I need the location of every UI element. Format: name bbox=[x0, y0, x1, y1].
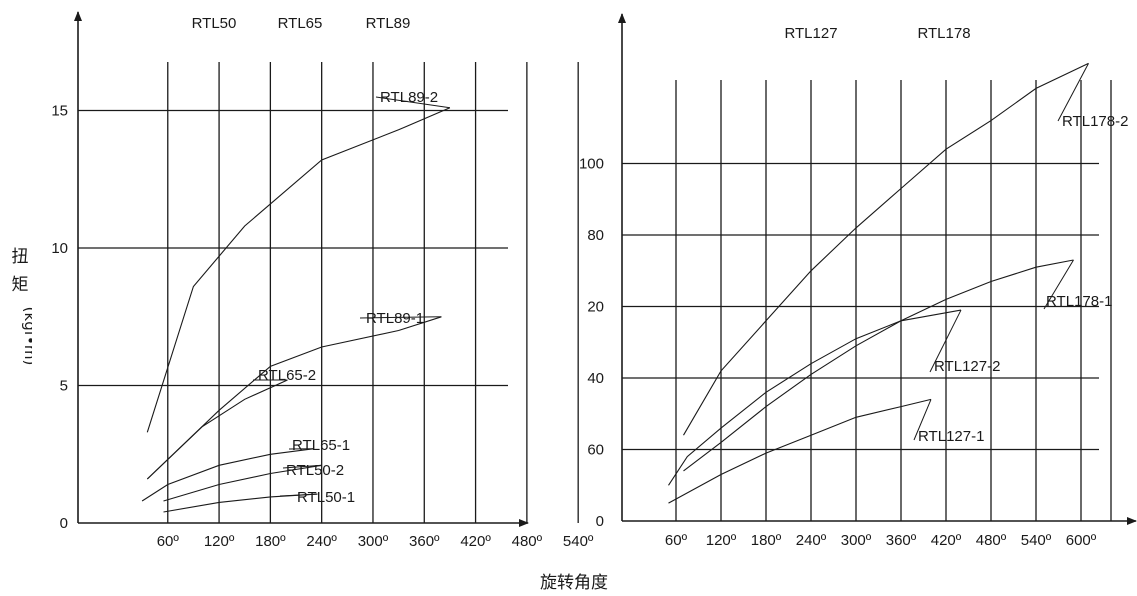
y-axis-unit: (kgf•m) bbox=[21, 307, 32, 366]
right-x-tick-label: 300º bbox=[841, 532, 872, 549]
left-header-label: RTL65 bbox=[278, 15, 323, 32]
left-x-tick-label: 240º bbox=[306, 533, 337, 550]
left-series-line bbox=[146, 379, 288, 480]
y-axis-unit-wrapper: (kgf•m) bbox=[21, 307, 32, 366]
y-axis-label-char-1: 扭 bbox=[11, 247, 29, 267]
left-x-tick-label: 420º bbox=[460, 533, 491, 550]
right-y-tick-label: 40 bbox=[587, 370, 604, 387]
right-series-label: RTL127-2 bbox=[934, 358, 1000, 375]
left-x-tick-label: 60º bbox=[157, 533, 180, 550]
left-y-tick-label: 15 bbox=[51, 103, 68, 120]
right-series-label: RTL127-1 bbox=[918, 428, 984, 445]
left-series-leader bbox=[375, 96, 450, 109]
left-series-leader bbox=[279, 493, 318, 497]
left-series-label: RTL65-2 bbox=[258, 367, 316, 384]
right-series-line bbox=[683, 259, 1074, 472]
left-x-tick-label: 480º bbox=[512, 533, 543, 550]
left-series-leader bbox=[282, 464, 322, 469]
left-series-line bbox=[146, 316, 442, 480]
right-series-leader bbox=[1057, 63, 1089, 122]
right-x-tick-label: 540º bbox=[1021, 532, 1052, 549]
right-series-line bbox=[668, 398, 932, 504]
right-series-label: RTL178-2 bbox=[1062, 113, 1128, 130]
right-y-tick-label: 60 bbox=[587, 442, 604, 459]
left-series-label: RTL89-1 bbox=[366, 310, 424, 327]
left-series-line bbox=[163, 464, 322, 502]
right-series-leader bbox=[929, 309, 962, 373]
right-x-tick-label: 60º bbox=[665, 532, 688, 549]
left-header-label: RTL89 bbox=[366, 15, 411, 32]
right-x-tick-label: 240º bbox=[796, 532, 827, 549]
left-series-line bbox=[141, 448, 314, 502]
left-series-label: RTL50-2 bbox=[286, 462, 344, 479]
y-axis-label-char-2: 矩 bbox=[11, 275, 29, 295]
left-header-label: RTL50 bbox=[192, 15, 237, 32]
left-series-line bbox=[163, 493, 318, 513]
right-series-leader bbox=[913, 399, 932, 441]
right-chart: 60º 120º 180º 240º 300º 360º 420º 480º 540º 600º 0… bbox=[579, 13, 1137, 549]
right-x-tick-label: 600º bbox=[1066, 532, 1097, 549]
right-x-tick-label: 360º bbox=[886, 532, 917, 549]
right-x-tick-label: 180º bbox=[751, 532, 782, 549]
right-header-label: RTL127 bbox=[784, 25, 837, 42]
right-x-tick-label: 120º bbox=[706, 532, 737, 549]
right-y-tick-label: 80 bbox=[587, 227, 604, 244]
left-x-tick-label: 300º bbox=[358, 533, 389, 550]
x-axis-label: 旋转角度 bbox=[540, 573, 608, 593]
left-chart: 60º 120º 180º 240º 300º 360º 420º 480º 540º 0 5 10 1… bbox=[51, 11, 594, 550]
right-header-label: RTL178 bbox=[917, 25, 970, 42]
left-x-tick-label: 540º bbox=[563, 533, 594, 550]
left-x-tick-label: 360º bbox=[409, 533, 440, 550]
left-series-label: RTL89-2 bbox=[380, 89, 438, 106]
right-y-tick-label: 100 bbox=[579, 156, 604, 173]
right-x-tick-label: 480º bbox=[976, 532, 1007, 549]
right-series-leader bbox=[1043, 259, 1074, 310]
right-y-tick-label: 0 bbox=[596, 513, 604, 530]
left-series-label: RTL65-1 bbox=[292, 437, 350, 454]
left-series-label: RTL50-1 bbox=[297, 489, 355, 506]
right-series-line bbox=[683, 62, 1089, 436]
left-x-tick-label: 120º bbox=[204, 533, 235, 550]
left-y-tick-label: 0 bbox=[60, 515, 68, 532]
right-series-label: RTL178-1 bbox=[1046, 293, 1112, 310]
left-series-line bbox=[146, 107, 451, 433]
right-y-tick-label: 20 bbox=[587, 299, 604, 316]
right-series-line bbox=[668, 309, 962, 486]
left-y-tick-label: 10 bbox=[51, 240, 68, 257]
right-x-tick-label: 420º bbox=[931, 532, 962, 549]
left-x-tick-label: 180º bbox=[255, 533, 286, 550]
left-series-leader bbox=[359, 316, 442, 319]
left-y-tick-label: 5 bbox=[60, 378, 68, 395]
